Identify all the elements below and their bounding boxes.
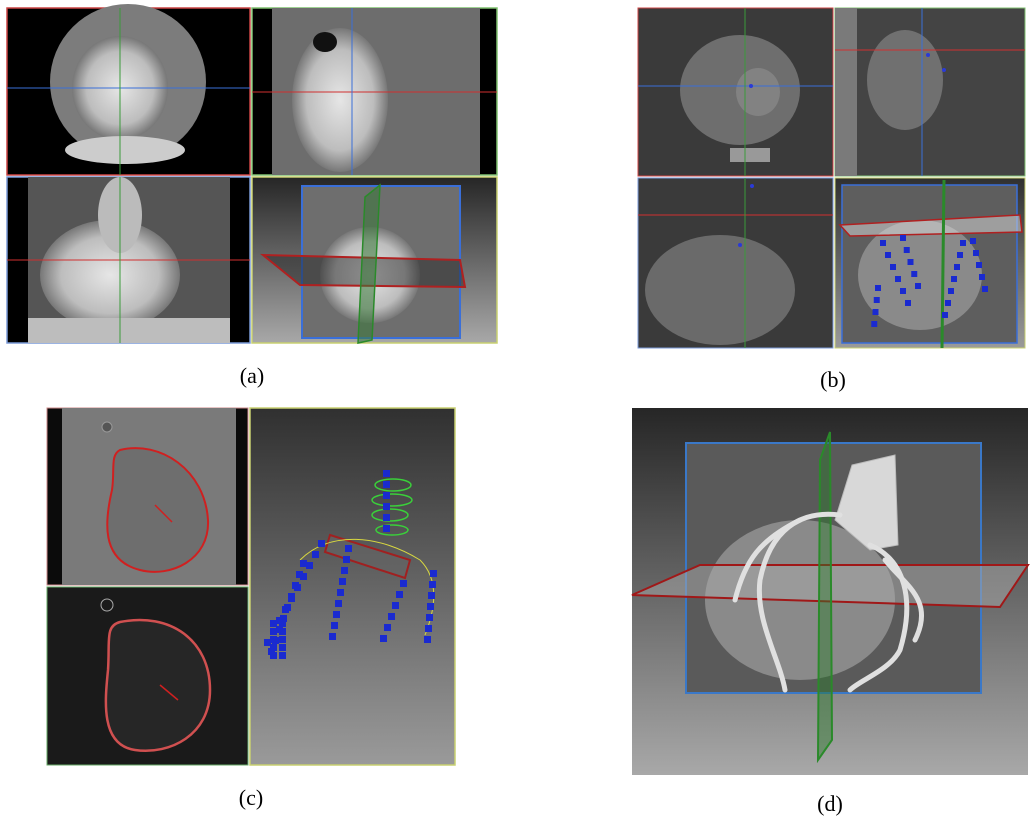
panel-label: (d) xyxy=(817,791,843,816)
landmark xyxy=(895,276,901,282)
landmark xyxy=(970,238,976,244)
panel-a xyxy=(7,4,497,343)
landmark xyxy=(396,591,403,598)
landmark xyxy=(279,620,286,627)
figure: (a) (b) (c) (d) xyxy=(0,0,1030,821)
landmark xyxy=(976,262,982,268)
landmark xyxy=(331,622,338,629)
landmark xyxy=(335,600,342,607)
landmark xyxy=(430,570,437,577)
landmark xyxy=(383,481,390,488)
landmark xyxy=(428,592,435,599)
panel-label: (b) xyxy=(820,367,846,392)
landmark xyxy=(279,628,286,635)
landmark xyxy=(380,635,387,642)
landmark xyxy=(904,247,910,253)
panel-label: (c) xyxy=(239,785,263,810)
landmark xyxy=(284,604,291,611)
landmark xyxy=(383,470,390,477)
landmark xyxy=(960,240,966,246)
landmark xyxy=(279,636,286,643)
panel-b xyxy=(638,8,1025,348)
landmark xyxy=(341,567,348,574)
landmark xyxy=(312,551,319,558)
landmark xyxy=(429,581,436,588)
landmark xyxy=(425,625,432,632)
landmark xyxy=(270,652,277,659)
landmark xyxy=(329,633,336,640)
landmark xyxy=(911,271,917,277)
landmark xyxy=(333,611,340,618)
landmark xyxy=(388,613,395,620)
coronal-view xyxy=(638,178,833,348)
landmark xyxy=(885,252,891,258)
landmark xyxy=(945,300,951,306)
landmark xyxy=(900,288,906,294)
landmark xyxy=(383,503,390,510)
3d-view xyxy=(835,178,1025,348)
landmark xyxy=(973,250,979,256)
panel-label: (a) xyxy=(240,363,264,388)
landmark xyxy=(942,312,948,318)
landmark xyxy=(296,571,303,578)
landmark xyxy=(306,562,313,569)
panel-c xyxy=(47,408,455,765)
landmark xyxy=(270,644,277,651)
3d-view xyxy=(252,177,497,343)
landmark xyxy=(400,580,407,587)
landmark xyxy=(890,264,896,270)
landmark xyxy=(264,639,271,646)
landmark xyxy=(339,578,346,585)
sagittal-view xyxy=(252,8,497,175)
landmark xyxy=(424,636,431,643)
landmark xyxy=(951,276,957,282)
landmark xyxy=(982,286,988,292)
landmark xyxy=(873,309,879,315)
landmark xyxy=(318,540,325,547)
landmark xyxy=(427,603,434,610)
landmark xyxy=(279,644,286,651)
landmark xyxy=(337,589,344,596)
landmark xyxy=(300,560,307,567)
landmark xyxy=(270,620,277,627)
3d-view xyxy=(250,408,455,765)
landmark xyxy=(880,240,886,246)
landmark xyxy=(292,582,299,589)
landmark xyxy=(915,283,921,289)
landmark xyxy=(900,235,906,241)
coronal-view xyxy=(7,177,250,343)
landmark xyxy=(270,636,277,643)
landmark xyxy=(874,297,880,303)
landmark xyxy=(871,321,877,327)
landmark xyxy=(392,602,399,609)
landmark xyxy=(279,652,286,659)
axial-view xyxy=(7,4,250,175)
landmark xyxy=(383,514,390,521)
landmark xyxy=(384,624,391,631)
landmark xyxy=(270,628,277,635)
landmark xyxy=(905,300,911,306)
landmark xyxy=(948,288,954,294)
landmark xyxy=(908,259,914,265)
axial-view xyxy=(638,8,833,176)
edge-view xyxy=(47,587,248,765)
landmark xyxy=(383,525,390,532)
landmark xyxy=(426,614,433,621)
landmark xyxy=(954,264,960,270)
landmark xyxy=(979,274,985,280)
landmark xyxy=(288,593,295,600)
slice-view xyxy=(47,408,248,585)
landmark xyxy=(875,285,881,291)
panel-d xyxy=(632,408,1028,775)
landmark xyxy=(383,492,390,499)
sagittal-view xyxy=(835,8,1025,176)
landmark xyxy=(957,252,963,258)
landmark xyxy=(345,545,352,552)
page: (a) (b) (c) (d) (() => { const data = JS… xyxy=(0,0,1030,821)
landmark xyxy=(343,556,350,563)
